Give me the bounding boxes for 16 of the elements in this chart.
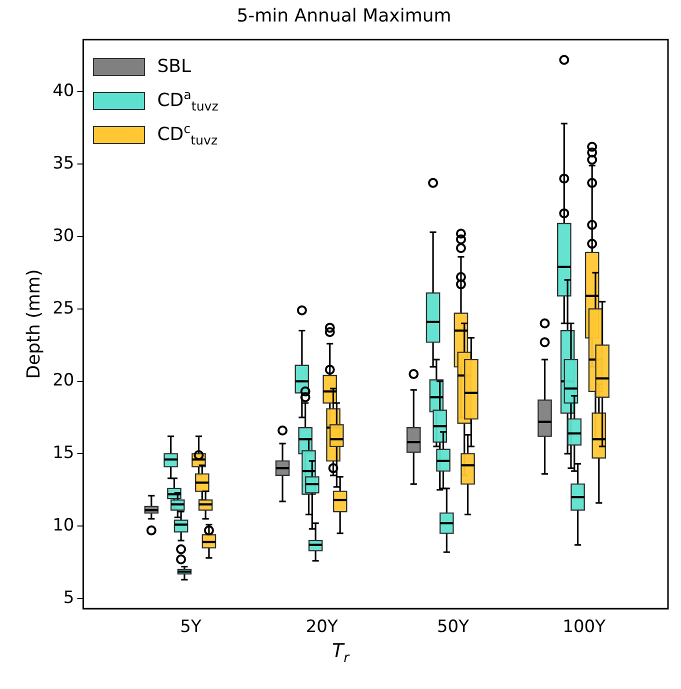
y-tick-label: 20 xyxy=(52,370,74,391)
x-tick-label: 20Y xyxy=(306,617,338,638)
x-tick-label: 100Y xyxy=(562,617,606,638)
y-tick-label: 10 xyxy=(52,515,74,536)
y-tick-label: 15 xyxy=(52,443,74,464)
legend-label: SBL xyxy=(157,56,192,77)
y-tick-label: 35 xyxy=(52,154,74,174)
x-tick-label: 50Y xyxy=(436,617,470,638)
y-tick-label: 30 xyxy=(52,226,74,246)
y-tick-label: 5 xyxy=(63,588,74,608)
y-tick-label: 25 xyxy=(52,298,74,318)
y-tick-label: 40 xyxy=(52,81,74,102)
x-tick-label: 5Y xyxy=(180,617,202,638)
y-axis-title: Depth (mm) xyxy=(23,269,44,379)
chart-title: 5-min Annual Maximum xyxy=(236,5,452,26)
x-axis-title: T$_{r}$ xyxy=(330,640,351,666)
